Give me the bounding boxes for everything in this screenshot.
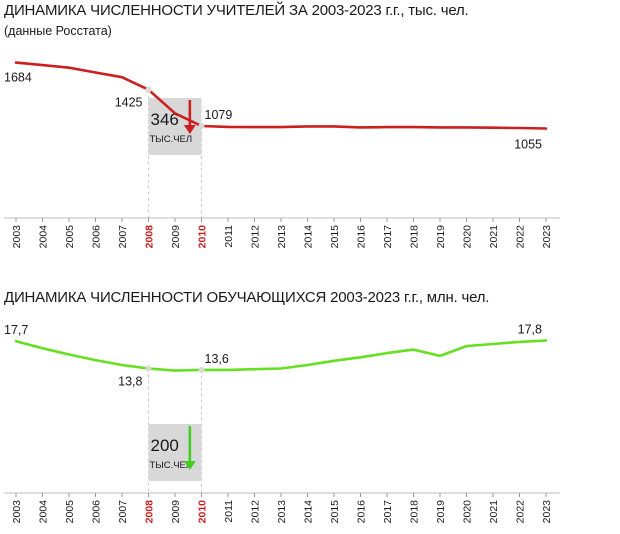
students-label-2003: 17,7 [4, 323, 28, 337]
teachers-x-tick-label-2005: 2005 [64, 225, 76, 249]
teachers-x-tick-label-2004: 2004 [38, 225, 50, 249]
students-chart: 200 ТЫС.ЧЕЛ 17,7 13,8 13,6 17,8 2003 2004 2005 20… [4, 322, 560, 523]
students-x-tick-label-2020: 2020 [462, 500, 474, 524]
students-label-2023: 17,8 [518, 322, 542, 336]
teachers-x-tick-label-2015: 2015 [329, 225, 341, 249]
students-x-tick-label-2013: 2013 [276, 500, 288, 524]
teachers-label-2008: 1425 [115, 96, 143, 110]
students-x-tick-label-2023: 2023 [541, 500, 553, 524]
teachers-x-tick-label-2007: 2007 [117, 225, 129, 249]
teachers-change-unit: ТЫС.ЧЕЛ [150, 134, 193, 145]
teachers-point-2010 [198, 122, 205, 129]
teachers-x-tick-label-2020: 2020 [462, 225, 474, 249]
students-x-tick-label-2009: 2009 [170, 500, 182, 524]
students-x-tick-label-2005: 2005 [64, 500, 76, 524]
teachers-label-2010: 1079 [205, 108, 233, 122]
teachers-x-tick-label-2003: 2003 [11, 225, 23, 249]
teachers-x-tick-label-2012: 2012 [250, 225, 262, 249]
teachers-x-tick-label-2022: 2022 [515, 225, 527, 249]
teachers-x-tick-label-2016: 2016 [356, 225, 368, 249]
students-x-tick-label-2018: 2018 [409, 500, 421, 524]
students-x-tick-label-2008: 2008 [144, 500, 156, 524]
students-chart-title: ДИНАМИКА ЧИСЛЕННОСТИ ОБУЧАЮЩИХСЯ 2003-20… [4, 289, 490, 306]
students-x-tick-label-2022: 2022 [515, 500, 527, 524]
students-x-tick-label-2016: 2016 [356, 500, 368, 524]
students-change-box [148, 424, 202, 481]
students-x-tick-label-2004: 2004 [38, 500, 50, 524]
students-x-tick-label-2003: 2003 [11, 500, 23, 524]
teachers-point-2008 [145, 86, 152, 93]
students-x-tick-label-2012: 2012 [250, 500, 262, 524]
students-label-2010: 13,6 [205, 352, 229, 366]
teachers-x-tick-label-2008: 2008 [144, 225, 156, 249]
students-x-tick-label-2007: 2007 [117, 500, 129, 524]
students-change-unit: ТЫС.ЧЕЛ [150, 460, 193, 471]
students-label-2008: 13,8 [118, 374, 142, 388]
teachers-x-tick-label-2009: 2009 [170, 225, 182, 249]
students-x-tick-label-2019: 2019 [435, 500, 447, 524]
students-x-tick-label-2021: 2021 [488, 500, 500, 524]
teachers-x-tick-label-2011: 2011 [223, 225, 235, 248]
students-x-tick-label-2015: 2015 [329, 500, 341, 524]
students-x-tick-label-2014: 2014 [303, 500, 315, 524]
students-point-2010 [198, 366, 205, 373]
teachers-label-2003: 1684 [4, 71, 32, 85]
teachers-x-tick-label-2006: 2006 [91, 225, 103, 249]
students-x-tick-label-2006: 2006 [91, 500, 103, 524]
teachers-series-line [14, 61, 548, 130]
teachers-x-tick-label-2010: 2010 [197, 225, 209, 249]
teachers-x-tick-label-2021: 2021 [488, 225, 500, 249]
teachers-chart: 346 ТЫС.ЧЕЛ 1684 1425 1079 1055 2003 2004 2005 20… [4, 61, 560, 249]
students-x-tick-label-2017: 2017 [382, 500, 394, 524]
teachers-x-tick-label-2023: 2023 [541, 225, 553, 249]
teachers-label-2023: 1055 [514, 137, 542, 151]
students-x-tick-label-2011: 2011 [223, 500, 235, 523]
teachers-x-tick-label-2018: 2018 [409, 225, 421, 249]
teachers-arrow-head [183, 125, 196, 134]
teachers-x-tick-label-2019: 2019 [435, 225, 447, 249]
students-series-line [14, 339, 548, 372]
students-point-2008 [145, 365, 152, 372]
students-x-tick-label-2010: 2010 [197, 500, 209, 524]
students-arrow-head [183, 461, 196, 470]
teachers-x-tick-label-2014: 2014 [303, 225, 315, 249]
teachers-x-tick-label-2013: 2013 [276, 225, 288, 249]
teachers-change-value: 346 [151, 110, 179, 129]
teachers-chart-title: ДИНАМИКА ЧИСЛЕННОСТИ УЧИТЕЛЕЙ ЗА 2003-20… [4, 2, 469, 19]
teachers-chart-subtitle: (данные Росстата) [4, 24, 112, 38]
students-change-value: 200 [151, 436, 179, 455]
teachers-x-tick-label-2017: 2017 [382, 225, 394, 249]
